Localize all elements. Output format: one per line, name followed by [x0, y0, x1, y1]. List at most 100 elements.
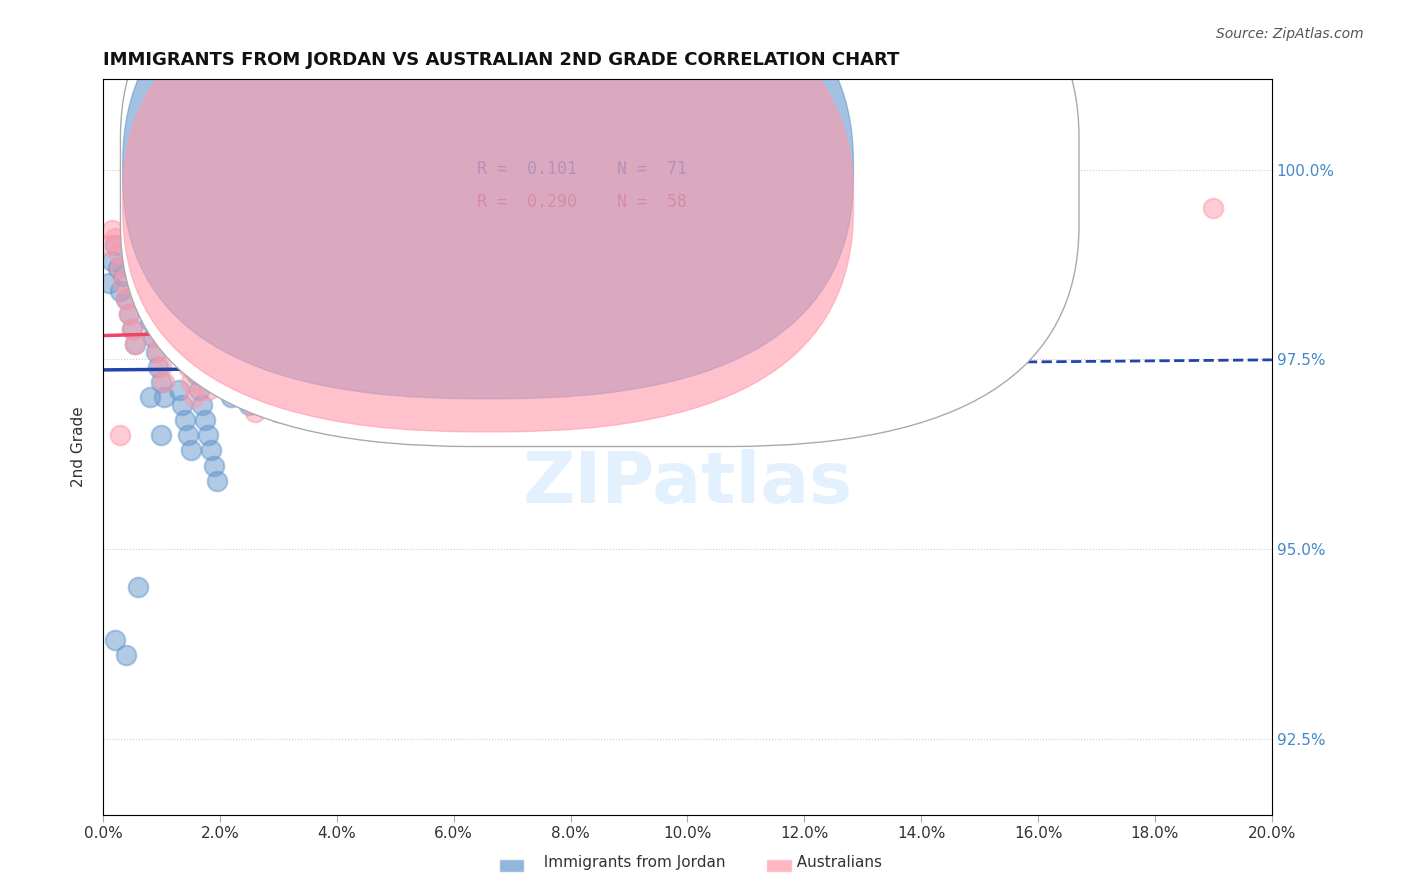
Australians: [1202, 201, 1225, 215]
Australians: [443, 344, 465, 359]
Immigrants from Jordan: [186, 368, 208, 382]
Immigrants from Jordan: [107, 261, 129, 276]
Immigrants from Jordan: [176, 428, 198, 442]
Australians: [124, 337, 146, 351]
Text: Australians: Australians: [787, 855, 883, 870]
Immigrants from Jordan: [97, 277, 120, 291]
Immigrants from Jordan: [218, 375, 240, 389]
Immigrants from Jordan: [530, 292, 553, 306]
Immigrants from Jordan: [221, 390, 243, 404]
Australians: [162, 284, 184, 298]
Immigrants from Jordan: [297, 390, 319, 404]
Immigrants from Jordan: [127, 580, 149, 594]
Australians: [167, 314, 190, 328]
Immigrants from Jordan: [115, 292, 138, 306]
Australians: [170, 329, 193, 343]
Australians: [501, 375, 523, 389]
Australians: [129, 253, 152, 268]
Immigrants from Jordan: [104, 238, 127, 252]
Immigrants from Jordan: [226, 368, 249, 382]
FancyBboxPatch shape: [122, 0, 853, 432]
Australians: [232, 375, 254, 389]
Immigrants from Jordan: [129, 268, 152, 283]
Immigrants from Jordan: [138, 314, 160, 328]
Australians: [150, 359, 173, 374]
Australians: [186, 352, 208, 367]
Immigrants from Jordan: [256, 383, 278, 397]
Immigrants from Jordan: [194, 413, 217, 427]
Australians: [165, 299, 187, 313]
Immigrants from Jordan: [162, 277, 184, 291]
Immigrants from Jordan: [202, 458, 225, 473]
Australians: [107, 246, 129, 260]
Immigrants from Jordan: [124, 337, 146, 351]
Australians: [354, 368, 377, 382]
Australians: [127, 238, 149, 252]
Australians: [202, 352, 225, 367]
Immigrants from Jordan: [153, 390, 176, 404]
Australians: [153, 375, 176, 389]
Australians: [135, 284, 157, 298]
Immigrants from Jordan: [200, 443, 222, 458]
Immigrants from Jordan: [325, 344, 347, 359]
Text: ZIPatlas: ZIPatlas: [523, 449, 852, 518]
Text: Immigrants from Jordan: Immigrants from Jordan: [534, 855, 725, 870]
Immigrants from Jordan: [170, 398, 193, 412]
Australians: [183, 390, 205, 404]
Australians: [121, 322, 143, 336]
Immigrants from Jordan: [188, 383, 211, 397]
Australians: [115, 292, 138, 306]
Australians: [560, 352, 582, 367]
Immigrants from Jordan: [145, 344, 167, 359]
Immigrants from Jordan: [110, 284, 132, 298]
Immigrants from Jordan: [135, 299, 157, 313]
Immigrants from Jordan: [197, 428, 219, 442]
Immigrants from Jordan: [167, 383, 190, 397]
Australians: [197, 383, 219, 397]
Immigrants from Jordan: [156, 246, 179, 260]
Australians: [208, 329, 231, 343]
Australians: [145, 329, 167, 343]
Immigrants from Jordan: [501, 307, 523, 321]
Australians: [793, 299, 815, 313]
Australians: [110, 428, 132, 442]
Australians: [325, 352, 347, 367]
Immigrants from Jordan: [267, 359, 290, 374]
Australians: [118, 307, 141, 321]
Immigrants from Jordan: [112, 268, 135, 283]
Australians: [413, 359, 436, 374]
Immigrants from Jordan: [104, 633, 127, 648]
Australians: [156, 253, 179, 268]
Australians: [159, 268, 181, 283]
Text: R =  0.101    N =  71: R = 0.101 N = 71: [477, 160, 688, 178]
Australians: [112, 277, 135, 291]
Australians: [852, 216, 875, 230]
Immigrants from Jordan: [165, 292, 187, 306]
Immigrants from Jordan: [471, 322, 494, 336]
Immigrants from Jordan: [443, 337, 465, 351]
Australians: [384, 383, 406, 397]
Immigrants from Jordan: [360, 375, 382, 389]
Australians: [176, 359, 198, 374]
Immigrants from Jordan: [238, 398, 260, 412]
Immigrants from Jordan: [180, 329, 202, 343]
Immigrants from Jordan: [205, 474, 228, 488]
Immigrants from Jordan: [121, 322, 143, 336]
Immigrants from Jordan: [127, 253, 149, 268]
Immigrants from Jordan: [238, 352, 260, 367]
Australians: [297, 337, 319, 351]
Immigrants from Jordan: [232, 383, 254, 397]
Australians: [142, 314, 165, 328]
Immigrants from Jordan: [191, 398, 214, 412]
Immigrants from Jordan: [413, 368, 436, 382]
Immigrants from Jordan: [150, 428, 173, 442]
Immigrants from Jordan: [243, 352, 266, 367]
Australians: [238, 390, 260, 404]
Australians: [173, 344, 195, 359]
Australians: [243, 405, 266, 419]
Immigrants from Jordan: [214, 359, 236, 374]
Text: IMMIGRANTS FROM JORDAN VS AUSTRALIAN 2ND GRADE CORRELATION CHART: IMMIGRANTS FROM JORDAN VS AUSTRALIAN 2ND…: [103, 51, 900, 69]
Australians: [138, 299, 160, 313]
Immigrants from Jordan: [343, 359, 366, 374]
Immigrants from Jordan: [249, 368, 271, 382]
